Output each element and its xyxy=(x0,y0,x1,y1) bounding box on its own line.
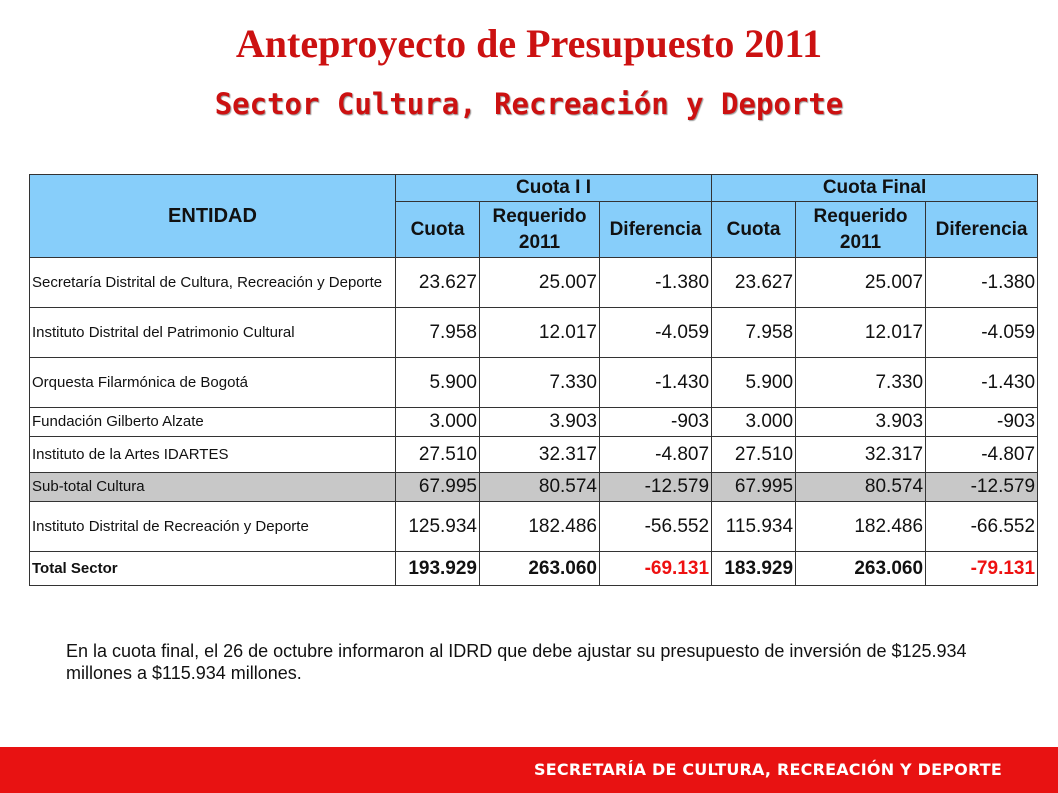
cell-value: 80.574 xyxy=(479,472,600,502)
cell-value: 5.900 xyxy=(711,357,797,408)
cell-value: 183.929 xyxy=(711,551,797,586)
cell-value: 67.995 xyxy=(395,472,480,502)
cell-value: 32.317 xyxy=(479,436,600,473)
entity-name: Instituto Distrital del Patrimonio Cultu… xyxy=(29,307,396,358)
cell-value: 193.929 xyxy=(395,551,480,586)
footer-bar: SECRETARÍA DE CULTURA, RECREACIÓN Y DEPO… xyxy=(0,747,1058,793)
col-requerido-final: Requerido 2011 xyxy=(795,201,927,258)
entity-name: Instituto de la Artes IDARTES xyxy=(29,436,396,473)
cell-value: -4.059 xyxy=(598,307,713,358)
cell-value: 3.000 xyxy=(395,407,480,437)
footnote-text: En la cuota final, el 26 de octubre info… xyxy=(66,641,967,683)
cell-value: 115.934 xyxy=(711,501,797,552)
col-diferencia-final: Diferencia xyxy=(925,201,1039,258)
cell-value: -1.380 xyxy=(598,257,713,308)
cell-value: 27.510 xyxy=(711,436,797,473)
slide-subtitle: Sector Cultura, Recreación y Deporte xyxy=(214,87,844,121)
cell-value: 25.007 xyxy=(479,257,600,308)
cell-value: 3.903 xyxy=(795,407,927,437)
cell-value: -12.579 xyxy=(925,472,1039,502)
table-row: Secretaría Distrital de Cultura, Recreac… xyxy=(29,257,1039,308)
cell-value: 7.958 xyxy=(395,307,480,358)
entity-name: Instituto Distrital de Recreación y Depo… xyxy=(29,501,396,552)
total-row: Total Sector 193.929 263.060 -69.131 183… xyxy=(29,551,1039,586)
group-header-cuota-final: Cuota Final xyxy=(711,174,1039,202)
cell-value: -1.380 xyxy=(925,257,1039,308)
entity-name: Sub-total Cultura xyxy=(29,472,396,502)
cell-value: -12.579 xyxy=(598,472,713,502)
cell-value: -1.430 xyxy=(598,357,713,408)
cell-value: -903 xyxy=(925,407,1039,437)
cell-value: 23.627 xyxy=(711,257,797,308)
entity-name: Orquesta Filarmónica de Bogotá xyxy=(29,357,396,408)
table-row: Orquesta Filarmónica de Bogotá 5.900 7.3… xyxy=(29,357,1039,408)
cell-value: 3.000 xyxy=(711,407,797,437)
cell-value: 3.903 xyxy=(479,407,600,437)
cell-value: 5.900 xyxy=(395,357,480,408)
cell-value: 7.330 xyxy=(479,357,600,408)
group-header-cuota-ii: Cuota I I xyxy=(394,174,713,202)
entity-name: Fundación Gilberto Alzate xyxy=(29,407,396,437)
cell-value: 263.060 xyxy=(795,551,927,586)
cell-value: 7.330 xyxy=(795,357,927,408)
cell-value: -66.552 xyxy=(925,501,1039,552)
entity-header: ENTIDAD xyxy=(29,174,396,258)
cell-value: 12.017 xyxy=(479,307,600,358)
col-diferencia: Diferencia xyxy=(598,201,713,258)
cell-value: -903 xyxy=(598,407,713,437)
cell-value: 12.017 xyxy=(795,307,927,358)
footer-text: SECRETARÍA DE CULTURA, RECREACIÓN Y DEPO… xyxy=(534,760,1002,779)
subtotal-row: Sub-total Cultura 67.995 80.574 -12.579 … xyxy=(29,472,1039,502)
cell-value: 182.486 xyxy=(479,501,600,552)
entity-name: Secretaría Distrital de Cultura, Recreac… xyxy=(29,257,396,308)
table-row: Fundación Gilberto Alzate 3.000 3.903 -9… xyxy=(29,407,1039,437)
cell-value: 263.060 xyxy=(479,551,600,586)
cell-value: -69.131 xyxy=(598,551,713,586)
cell-value: 182.486 xyxy=(795,501,927,552)
col-requerido: Requerido 2011 xyxy=(479,201,600,258)
cell-value: 27.510 xyxy=(395,436,480,473)
cell-value: 25.007 xyxy=(795,257,927,308)
table-row: Instituto Distrital del Patrimonio Cultu… xyxy=(29,307,1039,358)
cell-value: -4.807 xyxy=(598,436,713,473)
cell-value: 67.995 xyxy=(711,472,797,502)
cell-value: 80.574 xyxy=(795,472,927,502)
cell-value: -56.552 xyxy=(598,501,713,552)
cell-value: -79.131 xyxy=(925,551,1039,586)
cell-value: -1.430 xyxy=(925,357,1039,408)
entity-name: Total Sector xyxy=(29,551,396,586)
cell-value: 32.317 xyxy=(795,436,927,473)
slide-title: Anteproyecto de Presupuesto 2011 xyxy=(235,21,823,66)
col-cuota: Cuota xyxy=(395,201,480,258)
budget-table: ENTIDAD Cuota I I Cuota Final Cuota Requ… xyxy=(29,174,1039,586)
cell-value: -4.807 xyxy=(925,436,1039,473)
cell-value: -4.059 xyxy=(925,307,1039,358)
table-row: Instituto Distrital de Recreación y Depo… xyxy=(29,501,1039,552)
table-row: Instituto de la Artes IDARTES 27.510 32.… xyxy=(29,436,1039,473)
col-cuota-final: Cuota xyxy=(711,201,797,258)
cell-value: 23.627 xyxy=(395,257,480,308)
cell-value: 125.934 xyxy=(395,501,480,552)
cell-value: 7.958 xyxy=(711,307,797,358)
